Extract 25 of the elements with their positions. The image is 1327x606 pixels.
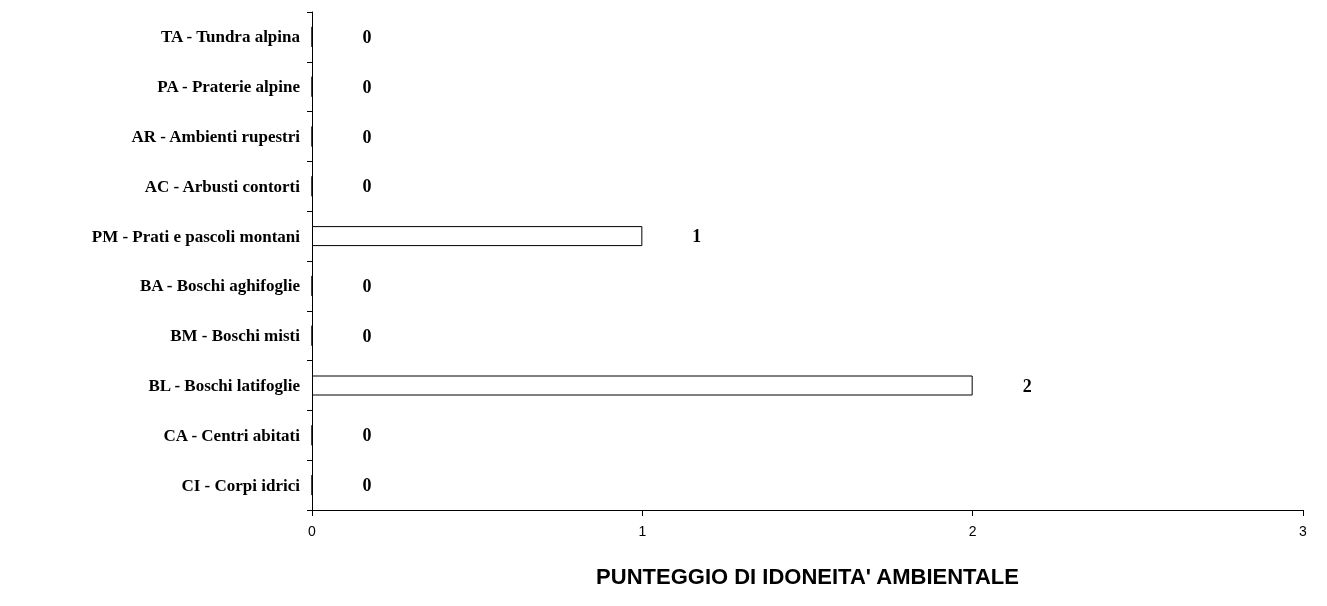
y-tick-label: BM - Boschi misti [170, 326, 301, 346]
data-label: 0 [362, 325, 372, 346]
data-label: 0 [362, 425, 372, 446]
y-tick-label: CI - Corpi idrici [181, 475, 301, 495]
y-tick-label: AR - Ambienti rupestri [131, 127, 301, 146]
data-label: 0 [362, 26, 372, 47]
x-tick-label: 0 [308, 523, 317, 539]
y-tick-label: CA - Centri abitati [163, 425, 301, 445]
y-tick-label: TA - Tundra alpina [160, 27, 301, 47]
y-tick-label: BL - Boschi latifoglie [148, 376, 301, 395]
y-tick-label: PM - Prati e pascoli montani [91, 226, 301, 246]
x-tick-label: 3 [1299, 523, 1308, 539]
x-tick-label: 2 [968, 523, 977, 539]
x-tick-label: 1 [638, 523, 647, 539]
data-label: 2 [1022, 375, 1032, 396]
y-tick-label: PA - Praterie alpine [157, 77, 301, 97]
data-label: 0 [362, 76, 372, 97]
x-axis-title: PUNTEGGIO DI IDONEITA' AMBIENTALE [596, 563, 1019, 589]
y-tick-label: BA - Boschi aghifoglie [139, 276, 301, 296]
y-tick-label: AC - Arbusti contorti [144, 176, 301, 196]
data-label: 0 [362, 126, 372, 147]
data-label: 1 [692, 226, 702, 247]
data-label: 0 [362, 475, 372, 496]
data-label: 0 [362, 176, 372, 197]
data-label: 0 [362, 275, 372, 296]
